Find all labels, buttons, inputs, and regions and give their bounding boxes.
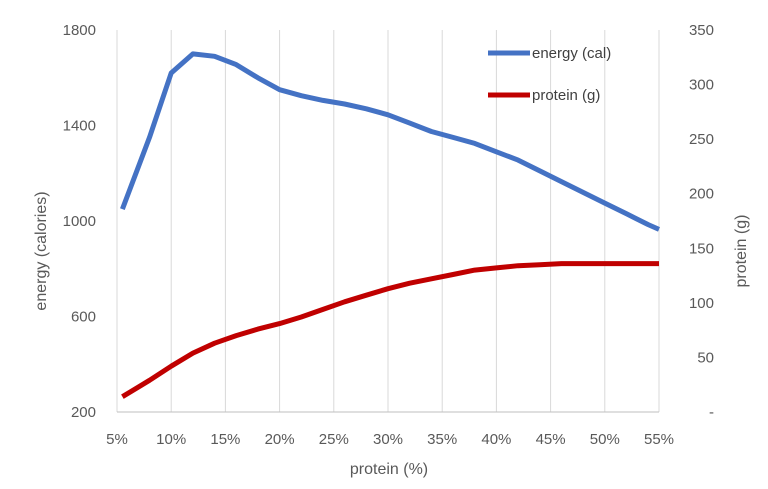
x-tick-label: 30% xyxy=(373,431,403,448)
y2-tick-label: 300 xyxy=(689,77,714,94)
y2-tick-label: 200 xyxy=(689,186,714,203)
x-tick-labels: 5% 10% 15% 20% 25% 30% 35% 40% 45% 50% 55% xyxy=(106,431,674,448)
legend-label: energy (cal) xyxy=(532,45,611,62)
y-tick-label: 1800 xyxy=(63,22,96,39)
series-line-protein xyxy=(121,261,659,399)
y2-tick-label: 100 xyxy=(689,295,714,312)
y2-tick-label: 50 xyxy=(697,349,714,366)
x-tick-label: 50% xyxy=(590,431,620,448)
x-tick-label: 5% xyxy=(106,431,128,448)
y2-tick-labels: - 50 100 150 200 250 300 350 xyxy=(689,22,714,421)
y2-tick-label: 250 xyxy=(689,131,714,148)
x-tick-label: 10% xyxy=(156,431,186,448)
x-axis-title: protein (%) xyxy=(350,461,428,478)
y-tick-label: 1000 xyxy=(63,213,96,230)
x-tick-label: 15% xyxy=(210,431,240,448)
y2-tick-label: 350 xyxy=(689,22,714,39)
x-tick-label: 45% xyxy=(536,431,566,448)
y2-tick-label: - xyxy=(709,404,714,421)
x-tick-label: 55% xyxy=(644,431,674,448)
legend-label: protein (g) xyxy=(532,87,600,104)
x-tick-label: 20% xyxy=(265,431,295,448)
y2-axis-title: protein (g) xyxy=(733,215,750,288)
series-lines xyxy=(120,51,661,399)
y2-tick-label: 150 xyxy=(689,240,714,257)
x-tick-label: 25% xyxy=(319,431,349,448)
series-line-energy xyxy=(120,51,661,232)
x-tick-label: 35% xyxy=(427,431,457,448)
vertical-gridlines xyxy=(116,30,660,412)
y-tick-label: 600 xyxy=(71,309,96,326)
y-tick-labels: 200 600 1000 1400 1800 xyxy=(63,22,96,421)
y-tick-label: 1400 xyxy=(63,118,96,135)
y-axis-title: energy (calories) xyxy=(33,191,50,310)
y-tick-label: 200 xyxy=(71,404,96,421)
x-tick-label: 40% xyxy=(481,431,511,448)
legend: energy (cal) protein (g) xyxy=(488,45,611,104)
